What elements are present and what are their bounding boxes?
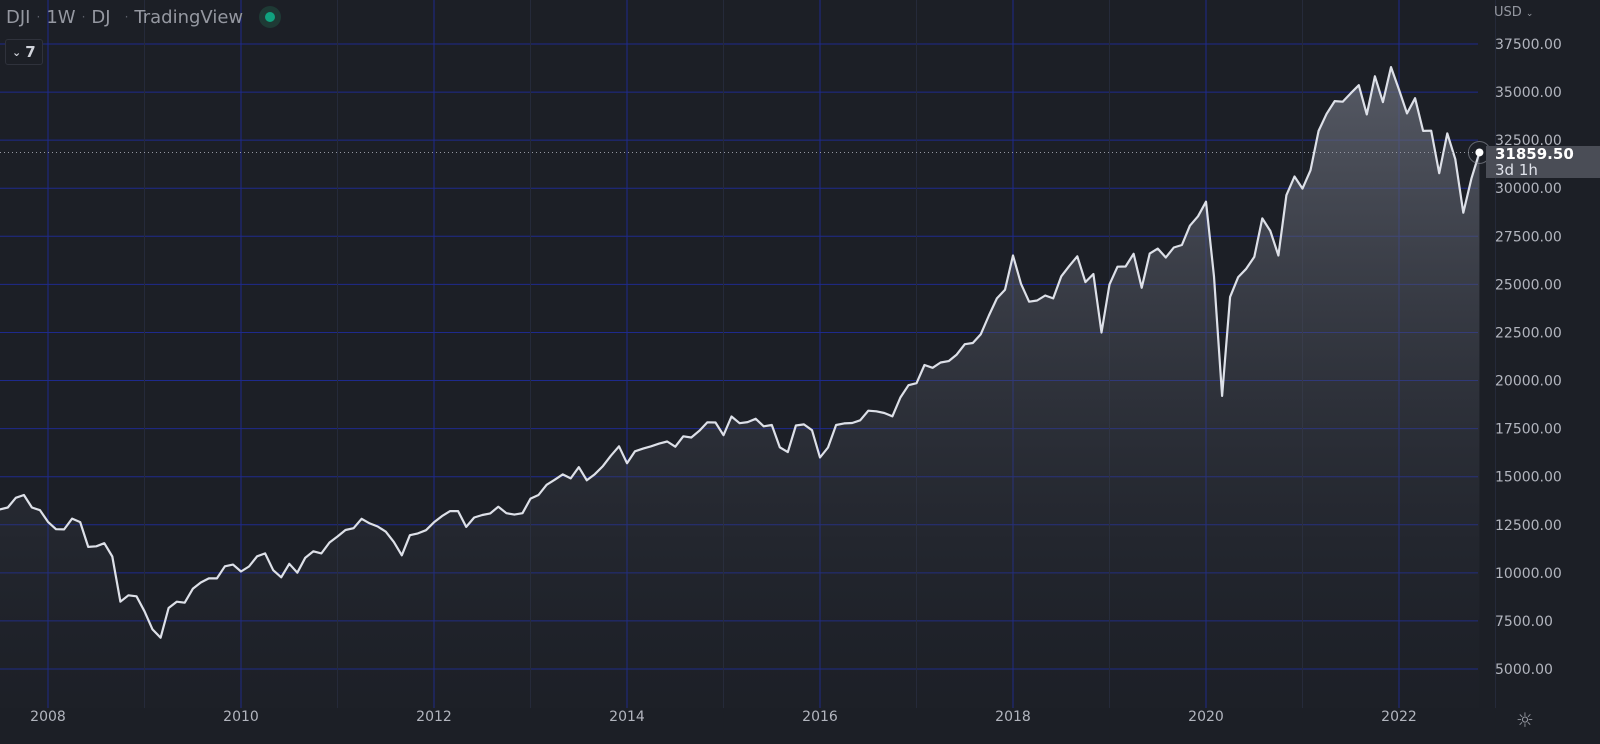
y-tick-label: 32500.00 bbox=[1495, 133, 1562, 149]
y-tick-label: 10000.00 bbox=[1495, 566, 1562, 582]
last-price-label: 31859.50 3d 1h bbox=[1486, 146, 1600, 178]
indicator-count: 7 bbox=[25, 43, 36, 61]
x-tick-label: 2014 bbox=[609, 709, 645, 725]
price-axis[interactable]: 37500.00 35000.00 32500.00 30000.00 27500.00… bbox=[1495, 37, 1562, 678]
y-tick-label: 17500.00 bbox=[1495, 422, 1562, 438]
chevron-down-icon: ⌄ bbox=[1525, 9, 1534, 19]
y-tick-label: 25000.00 bbox=[1495, 277, 1562, 293]
y-tick-label: 27500.00 bbox=[1495, 229, 1562, 245]
time-axis[interactable]: 2008 2010 2012 2014 2016 2018 2020 2022 bbox=[30, 709, 1417, 725]
source: TradingView bbox=[134, 6, 244, 28]
y-tick-label: 5000.00 bbox=[1495, 662, 1553, 678]
bar-countdown: 3d 1h bbox=[1495, 161, 1538, 179]
x-tick-label: 2010 bbox=[223, 709, 259, 725]
chevron-down-icon: ⌄ bbox=[12, 45, 22, 59]
last-price-value: 31859.50 bbox=[1495, 145, 1574, 163]
y-tick-label: 20000.00 bbox=[1495, 374, 1562, 390]
currency-selector[interactable]: USD ⌄ bbox=[1494, 5, 1533, 20]
last-price-dot bbox=[1475, 148, 1484, 157]
y-tick-label: 7500.00 bbox=[1495, 614, 1553, 630]
indicators-toggle-button[interactable]: ⌄ 7 bbox=[5, 39, 43, 65]
gear-icon[interactable]: ☼ bbox=[1516, 708, 1534, 732]
market-status-icon[interactable] bbox=[259, 6, 282, 28]
y-tick-label: 35000.00 bbox=[1495, 85, 1562, 101]
y-tick-label: 15000.00 bbox=[1495, 470, 1562, 486]
x-tick-label: 2022 bbox=[1381, 709, 1417, 725]
price-area-fill bbox=[0, 67, 1480, 708]
x-tick-label: 2012 bbox=[416, 709, 452, 725]
currency-label: USD bbox=[1494, 5, 1522, 20]
y-tick-label: 30000.00 bbox=[1495, 181, 1562, 197]
x-tick-label: 2016 bbox=[802, 709, 838, 725]
interval[interactable]: 1W bbox=[46, 6, 76, 28]
price-line bbox=[0, 66, 1481, 639]
x-tick-label: 2008 bbox=[30, 709, 66, 725]
y-tick-label: 12500.00 bbox=[1495, 518, 1562, 534]
chart-header: DJI · 1W · DJ · TradingView bbox=[6, 6, 282, 28]
y-tick-label: 22500.00 bbox=[1495, 325, 1562, 341]
x-tick-label: 2020 bbox=[1188, 709, 1224, 725]
symbol[interactable]: DJI bbox=[6, 6, 31, 28]
x-tick-label: 2018 bbox=[995, 709, 1031, 725]
y-tick-label: 37500.00 bbox=[1495, 37, 1562, 53]
exchange: DJ bbox=[91, 6, 111, 28]
